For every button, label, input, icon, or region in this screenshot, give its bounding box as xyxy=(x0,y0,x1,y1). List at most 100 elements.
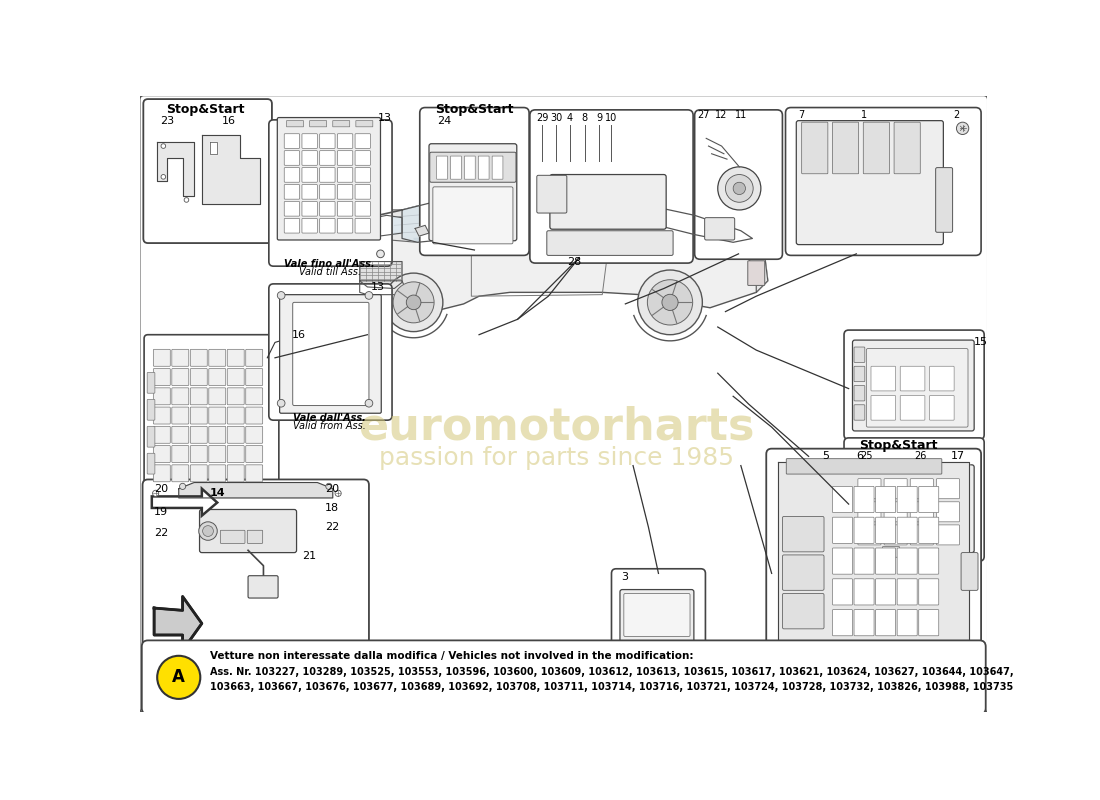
Polygon shape xyxy=(360,262,403,289)
Circle shape xyxy=(157,656,200,699)
Polygon shape xyxy=(209,142,218,154)
FancyBboxPatch shape xyxy=(918,548,938,574)
Circle shape xyxy=(184,198,189,202)
FancyBboxPatch shape xyxy=(320,168,336,182)
FancyBboxPatch shape xyxy=(320,134,336,148)
Circle shape xyxy=(365,291,373,299)
FancyBboxPatch shape xyxy=(172,446,189,462)
FancyBboxPatch shape xyxy=(284,185,299,199)
Circle shape xyxy=(153,490,158,496)
Polygon shape xyxy=(403,192,502,242)
Polygon shape xyxy=(360,215,403,236)
Polygon shape xyxy=(737,230,768,292)
Circle shape xyxy=(726,174,754,202)
FancyBboxPatch shape xyxy=(898,486,917,513)
FancyBboxPatch shape xyxy=(301,202,318,216)
FancyBboxPatch shape xyxy=(143,479,368,656)
Text: Valid from Ass.: Valid from Ass. xyxy=(294,421,366,430)
FancyBboxPatch shape xyxy=(936,525,959,545)
FancyBboxPatch shape xyxy=(867,349,968,427)
FancyBboxPatch shape xyxy=(478,156,490,179)
Text: 20: 20 xyxy=(326,484,339,494)
FancyBboxPatch shape xyxy=(628,640,643,650)
Text: Vale dall'Ass.: Vale dall'Ass. xyxy=(294,413,366,423)
Text: 25: 25 xyxy=(860,451,872,462)
Circle shape xyxy=(179,483,186,490)
FancyBboxPatch shape xyxy=(338,218,353,233)
FancyBboxPatch shape xyxy=(930,366,954,391)
Circle shape xyxy=(393,282,434,323)
Text: 30: 30 xyxy=(550,113,562,122)
FancyBboxPatch shape xyxy=(871,395,895,420)
FancyBboxPatch shape xyxy=(147,373,155,394)
Text: 22: 22 xyxy=(326,522,339,532)
FancyBboxPatch shape xyxy=(782,594,824,629)
FancyBboxPatch shape xyxy=(900,395,925,420)
FancyBboxPatch shape xyxy=(900,366,925,391)
FancyBboxPatch shape xyxy=(338,134,353,148)
FancyBboxPatch shape xyxy=(612,569,705,655)
FancyBboxPatch shape xyxy=(284,218,299,233)
FancyBboxPatch shape xyxy=(936,478,959,498)
FancyBboxPatch shape xyxy=(782,555,824,590)
Polygon shape xyxy=(154,597,202,650)
FancyBboxPatch shape xyxy=(190,369,207,386)
Text: Valid till Ass.: Valid till Ass. xyxy=(298,266,361,277)
Text: Versione Parking camera: Versione Parking camera xyxy=(143,648,299,658)
Text: 14: 14 xyxy=(209,487,226,498)
FancyBboxPatch shape xyxy=(209,407,226,424)
Text: 10: 10 xyxy=(605,113,617,122)
FancyBboxPatch shape xyxy=(320,185,336,199)
FancyBboxPatch shape xyxy=(310,121,327,126)
Text: 13: 13 xyxy=(377,113,392,122)
Text: euromotorharts: euromotorharts xyxy=(358,406,755,449)
FancyBboxPatch shape xyxy=(209,465,226,482)
Text: 4: 4 xyxy=(566,113,573,122)
FancyBboxPatch shape xyxy=(705,218,735,240)
Circle shape xyxy=(202,526,213,537)
FancyBboxPatch shape xyxy=(782,517,824,552)
FancyBboxPatch shape xyxy=(876,610,895,636)
Text: 8: 8 xyxy=(582,113,587,122)
FancyBboxPatch shape xyxy=(854,347,865,362)
FancyBboxPatch shape xyxy=(833,122,859,174)
FancyBboxPatch shape xyxy=(833,517,853,543)
FancyBboxPatch shape xyxy=(961,553,978,590)
FancyBboxPatch shape xyxy=(884,525,908,545)
FancyBboxPatch shape xyxy=(142,640,986,714)
Text: 23: 23 xyxy=(161,116,174,126)
FancyBboxPatch shape xyxy=(356,121,373,126)
FancyBboxPatch shape xyxy=(147,426,155,447)
FancyBboxPatch shape xyxy=(209,350,226,366)
Text: 24: 24 xyxy=(437,116,451,126)
FancyBboxPatch shape xyxy=(284,202,299,216)
FancyBboxPatch shape xyxy=(854,578,874,605)
Text: Vetture non interessate dalla modifica / Vehicles not involved in the modificati: Vetture non interessate dalla modifica /… xyxy=(209,650,693,661)
FancyBboxPatch shape xyxy=(172,350,189,366)
FancyBboxPatch shape xyxy=(268,120,392,266)
FancyBboxPatch shape xyxy=(429,144,517,241)
FancyBboxPatch shape xyxy=(284,134,299,148)
Circle shape xyxy=(734,182,746,194)
FancyBboxPatch shape xyxy=(228,426,244,443)
Text: Stop&Start: Stop&Start xyxy=(859,439,938,452)
FancyBboxPatch shape xyxy=(898,517,917,543)
Polygon shape xyxy=(360,281,406,294)
FancyBboxPatch shape xyxy=(918,610,938,636)
Text: 17: 17 xyxy=(783,642,798,651)
FancyBboxPatch shape xyxy=(802,122,828,174)
FancyBboxPatch shape xyxy=(858,502,881,522)
FancyBboxPatch shape xyxy=(228,350,244,366)
FancyBboxPatch shape xyxy=(228,369,244,386)
FancyBboxPatch shape xyxy=(451,156,461,179)
FancyBboxPatch shape xyxy=(245,446,263,462)
FancyBboxPatch shape xyxy=(355,185,371,199)
FancyBboxPatch shape xyxy=(209,388,226,405)
FancyBboxPatch shape xyxy=(882,546,900,558)
Text: 2: 2 xyxy=(954,110,959,120)
FancyBboxPatch shape xyxy=(144,334,279,493)
FancyBboxPatch shape xyxy=(190,350,207,366)
Circle shape xyxy=(648,280,693,325)
FancyBboxPatch shape xyxy=(530,110,693,263)
FancyBboxPatch shape xyxy=(864,122,890,174)
